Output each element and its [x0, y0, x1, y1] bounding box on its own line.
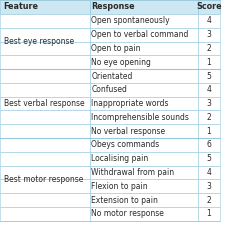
Text: 5: 5 [207, 154, 211, 163]
Bar [198, 28, 220, 42]
Text: 3: 3 [207, 182, 211, 191]
Text: Feature: Feature [4, 2, 39, 11]
Text: No eye opening: No eye opening [91, 58, 151, 67]
Bar [198, 69, 220, 83]
Text: 1: 1 [207, 58, 211, 67]
Text: Withdrawal from pain: Withdrawal from pain [91, 168, 175, 177]
Bar [198, 193, 220, 207]
Bar [0, 69, 90, 83]
Text: Orientated: Orientated [91, 72, 133, 81]
Bar [0, 83, 90, 97]
Bar [0, 207, 90, 221]
Text: 5: 5 [207, 72, 211, 81]
Bar [0, 14, 90, 28]
Bar [0, 166, 90, 180]
Text: Incomprehensible sounds: Incomprehensible sounds [91, 113, 189, 122]
Bar [90, 69, 198, 83]
Text: 2: 2 [207, 44, 211, 53]
Text: Confused: Confused [91, 85, 127, 94]
Text: No motor response: No motor response [91, 209, 164, 218]
Text: Open to verbal command: Open to verbal command [91, 30, 189, 39]
Text: Best eye response: Best eye response [4, 37, 74, 46]
Bar [90, 166, 198, 180]
Text: Flexion to pain: Flexion to pain [91, 182, 148, 191]
Bar [198, 124, 220, 138]
Text: 6: 6 [207, 140, 211, 149]
Text: No verbal response: No verbal response [91, 127, 166, 136]
Text: 1: 1 [207, 127, 211, 136]
Text: Localising pain: Localising pain [91, 154, 149, 163]
Bar [0, 97, 90, 110]
Bar [0, 193, 90, 207]
Bar [90, 42, 198, 55]
Bar [90, 83, 198, 97]
Bar [90, 28, 198, 42]
Bar [198, 0, 220, 14]
Text: Obeys commands: Obeys commands [91, 140, 160, 149]
Text: 2: 2 [207, 196, 211, 205]
Bar [0, 152, 90, 166]
Bar [90, 110, 198, 124]
Text: Extension to pain: Extension to pain [91, 196, 158, 205]
Text: 4: 4 [207, 168, 211, 177]
Text: 2: 2 [207, 113, 211, 122]
Bar [0, 55, 90, 69]
Text: Inappropriate words: Inappropriate words [91, 99, 169, 108]
Bar [90, 124, 198, 138]
Text: Open to pain: Open to pain [91, 44, 141, 53]
Bar [198, 42, 220, 55]
Bar [90, 97, 198, 110]
Bar [198, 55, 220, 69]
Bar [198, 166, 220, 180]
Text: 4: 4 [207, 85, 211, 94]
Bar [0, 0, 90, 14]
Text: Response: Response [91, 2, 135, 11]
Bar [90, 138, 198, 152]
Bar [0, 110, 90, 124]
Bar [198, 97, 220, 110]
Bar [90, 180, 198, 193]
Text: 3: 3 [207, 30, 211, 39]
Bar [198, 152, 220, 166]
Bar [198, 14, 220, 28]
Text: Best motor response: Best motor response [4, 175, 83, 184]
Text: Best verbal response: Best verbal response [4, 99, 84, 108]
Bar [0, 28, 90, 42]
Text: 4: 4 [207, 16, 211, 25]
Bar [0, 138, 90, 152]
Bar [90, 0, 198, 14]
Text: 3: 3 [207, 99, 211, 108]
Text: Open spontaneously: Open spontaneously [91, 16, 170, 25]
Bar [198, 180, 220, 193]
Text: 1: 1 [207, 209, 211, 218]
Bar [0, 124, 90, 138]
Bar [198, 83, 220, 97]
Bar [198, 110, 220, 124]
Bar [90, 152, 198, 166]
Bar [198, 138, 220, 152]
Bar [0, 180, 90, 193]
Text: Score: Score [196, 2, 222, 11]
Bar [90, 193, 198, 207]
Bar [90, 55, 198, 69]
Bar [90, 207, 198, 221]
Bar [0, 42, 90, 55]
Bar [90, 14, 198, 28]
Bar [198, 207, 220, 221]
